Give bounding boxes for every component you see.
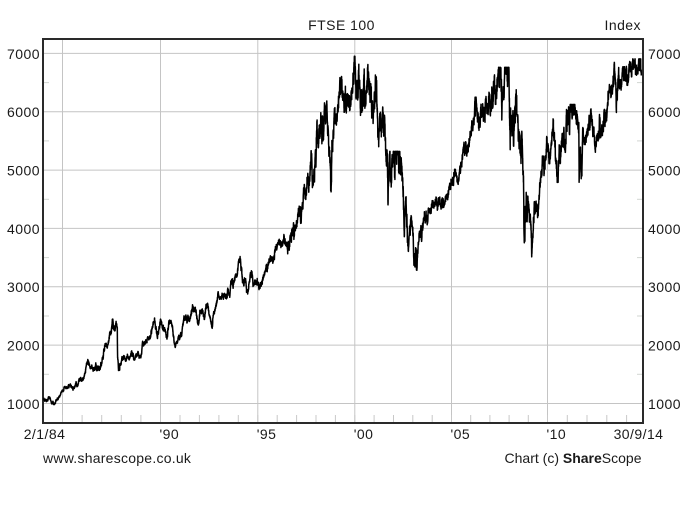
svg-text:www.sharescope.co.uk: www.sharescope.co.uk: [42, 450, 192, 466]
svg-text:'05: '05: [451, 426, 471, 442]
svg-text:'10: '10: [547, 426, 567, 442]
svg-text:1000: 1000: [7, 396, 40, 412]
svg-text:2000: 2000: [648, 338, 681, 354]
svg-text:FTSE 100: FTSE 100: [308, 17, 375, 33]
svg-text:Index: Index: [605, 17, 642, 33]
svg-text:30/9/14: 30/9/14: [614, 426, 664, 442]
svg-text:4000: 4000: [648, 221, 681, 237]
svg-text:2000: 2000: [7, 338, 40, 354]
svg-text:'00: '00: [354, 426, 374, 442]
svg-text:'90: '90: [160, 426, 180, 442]
svg-text:1000: 1000: [648, 396, 681, 412]
svg-text:3000: 3000: [648, 279, 681, 295]
svg-text:5000: 5000: [648, 163, 681, 179]
svg-text:7000: 7000: [7, 46, 40, 62]
svg-text:'95: '95: [257, 426, 277, 442]
svg-text:2/1/84: 2/1/84: [24, 426, 66, 442]
svg-text:7000: 7000: [648, 46, 681, 62]
svg-text:3000: 3000: [7, 279, 40, 295]
svg-text:5000: 5000: [7, 163, 40, 179]
svg-text:6000: 6000: [648, 104, 681, 120]
svg-text:Chart (c) ShareScope: Chart (c) ShareScope: [505, 450, 642, 466]
svg-text:4000: 4000: [7, 221, 40, 237]
svg-text:6000: 6000: [7, 104, 40, 120]
